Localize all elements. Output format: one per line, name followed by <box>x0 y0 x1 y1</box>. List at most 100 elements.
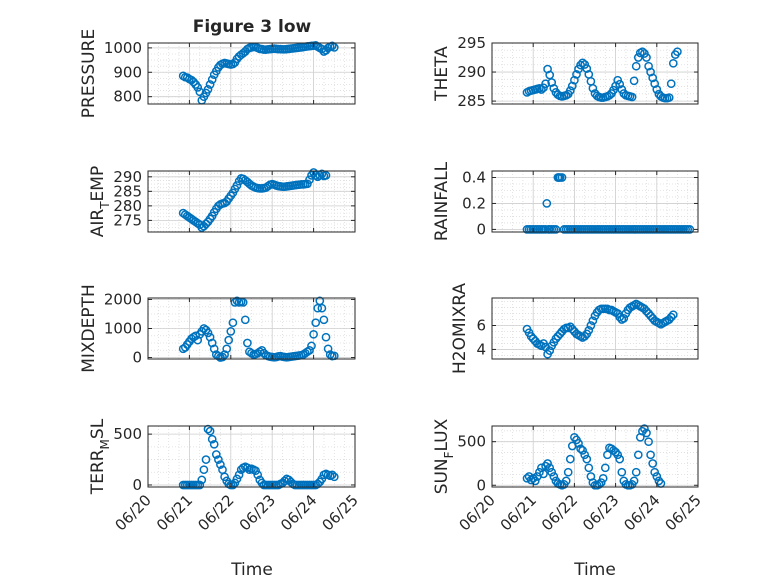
x-tick-label: 06/21 <box>497 491 540 534</box>
x-axis-label-left: Time <box>230 560 273 580</box>
data-point <box>668 58 678 68</box>
data-point <box>652 472 662 481</box>
y-tick-label: 0 <box>132 349 142 367</box>
data-point <box>580 60 590 69</box>
y-tick-label: 500 <box>457 433 486 451</box>
data-point <box>263 181 273 191</box>
axes-box <box>147 42 356 105</box>
data-point <box>228 480 238 490</box>
data-point <box>329 472 339 482</box>
data-point <box>207 75 217 84</box>
x-tick-label: 06/24 <box>277 491 320 534</box>
data-point <box>673 47 682 57</box>
data-point <box>238 298 248 307</box>
x-tick-label: 06/20 <box>456 491 499 534</box>
data-point <box>535 467 544 477</box>
data-point <box>545 70 555 80</box>
data-point <box>549 83 559 93</box>
data-point <box>319 315 329 325</box>
data-point <box>565 454 575 464</box>
data-point <box>280 476 289 486</box>
y-axis-label: SUNFLUX <box>432 418 456 494</box>
data-point <box>588 83 598 93</box>
x-tick-label: 06/24 <box>620 491 663 534</box>
data-point <box>545 346 555 355</box>
data-point <box>580 450 590 460</box>
data-point <box>203 85 213 94</box>
data-point <box>652 85 662 94</box>
data-point <box>537 341 546 351</box>
data-point <box>664 93 674 102</box>
data-point <box>563 467 573 477</box>
data-point <box>253 470 263 480</box>
data-point <box>226 327 236 336</box>
data-point <box>303 179 312 189</box>
axes-box <box>147 170 356 233</box>
data-point <box>325 350 335 359</box>
subplot-theta: 285 290 295 THETA <box>432 34 699 110</box>
data-point <box>211 450 221 459</box>
y-tick-label: 6 <box>476 317 486 335</box>
x-tick-label: 06/21 <box>153 491 196 534</box>
data-series <box>522 299 678 359</box>
y-tick-label: 500 <box>113 425 142 443</box>
data-point <box>615 79 625 89</box>
y-axis-label: TERRMSL <box>88 418 112 495</box>
y-tick-label: 290 <box>113 168 142 186</box>
subplot-h2omixra: 4 6 H2OMIXRA <box>450 283 699 374</box>
data-point <box>240 315 250 325</box>
data-point <box>243 338 252 348</box>
data-point <box>565 86 575 95</box>
data-point <box>327 41 337 51</box>
y-axis-label: H2OMIXRA <box>450 283 470 374</box>
data-point <box>584 325 594 335</box>
data-point <box>321 171 331 180</box>
data-point <box>580 331 590 341</box>
data-point <box>205 426 215 436</box>
data-point <box>317 44 327 54</box>
y-tick-label: 290 <box>457 63 486 81</box>
data-point <box>557 173 567 182</box>
data-point <box>224 335 234 345</box>
data-point <box>214 455 223 464</box>
data-point <box>574 439 583 448</box>
data-point <box>631 467 641 477</box>
data-point <box>311 318 321 328</box>
y-tick-label: 285 <box>113 182 142 200</box>
data-point <box>584 463 594 473</box>
data-point <box>576 444 585 454</box>
data-series <box>522 173 695 234</box>
y-tick-label: 1000 <box>104 320 142 338</box>
data-point <box>218 352 227 362</box>
data-point <box>203 328 213 338</box>
y-axis-label: MIXDEPTH <box>79 284 99 373</box>
data-point <box>195 480 205 490</box>
data-point <box>638 47 647 57</box>
data-point <box>317 169 327 179</box>
data-point <box>251 466 260 476</box>
data-point <box>605 90 614 100</box>
data-point <box>633 53 643 62</box>
data-point <box>545 463 555 473</box>
y-tick-label: 280 <box>113 197 142 215</box>
data-point <box>627 92 637 102</box>
axes-box <box>491 425 699 488</box>
data-point <box>189 77 198 87</box>
data-point <box>522 473 532 483</box>
data-series <box>522 424 666 490</box>
data-point <box>578 58 587 68</box>
minor-grid <box>491 170 699 232</box>
data-point <box>561 476 571 486</box>
data-point <box>542 199 552 208</box>
data-point <box>613 450 623 460</box>
y-tick-label: 275 <box>113 211 142 229</box>
data-point <box>209 439 219 449</box>
data-point <box>220 472 229 482</box>
y-axis-label: RAINFALL <box>432 161 452 241</box>
data-point <box>547 467 557 477</box>
y-axis-label: THETA <box>432 46 452 102</box>
data-series <box>178 41 339 105</box>
data-point <box>305 345 314 355</box>
